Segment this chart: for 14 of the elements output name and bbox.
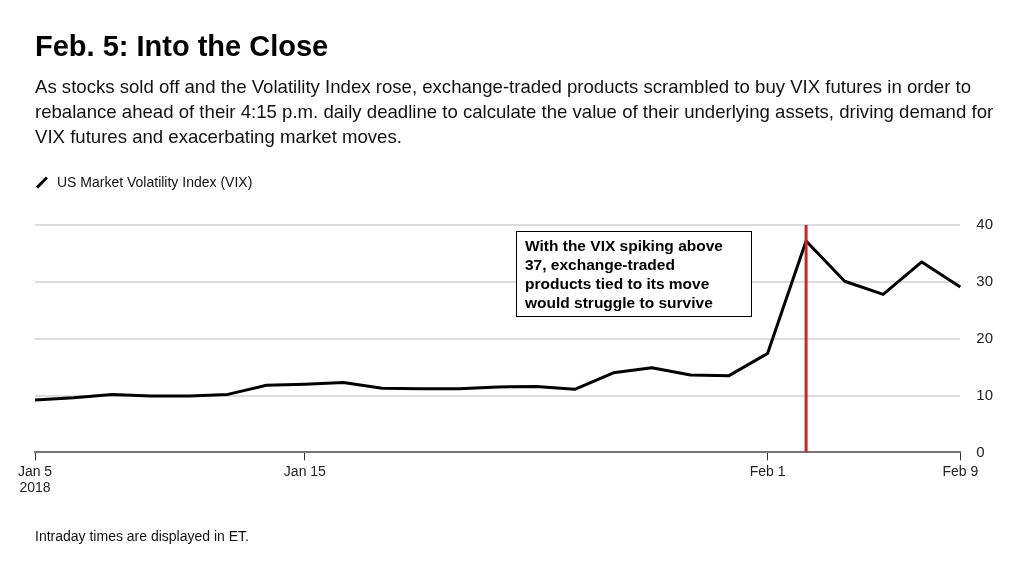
text: Intraday times are displayed in ET.: [35, 528, 249, 544]
x-tick-label: Feb 9: [942, 462, 979, 479]
y-tick-label: 40: [976, 215, 993, 233]
y-tick-label: 10: [976, 385, 993, 403]
legend-label: US Market Volatility Index (VIX): [57, 174, 253, 190]
chart-title: Feb. 5: Into the Close: [35, 30, 329, 63]
y-tick-label: 30: [976, 271, 993, 289]
x-tick-label: Jan 15: [283, 462, 327, 479]
chart-subtitle: As stocks sold off and the Volatility Index rose, exchange-traded products scrambled to buy VIX futures in order to rebalance ahead of their 4:15 p.m. daily deadline to calculate the value of their underlying assets, driving demand for VIX futures and exacerbating market moves.: [35, 75, 995, 149]
y-tick-label: 0: [976, 442, 985, 460]
x-tick-label: Jan 5 2018: [17, 462, 53, 496]
x-tick-label: Feb 1: [749, 462, 786, 479]
annotation: With the VIX spiking above 37, exchange-traded products tied to its move would struggle to survive: [516, 231, 752, 317]
y-tick-label: 20: [976, 328, 993, 346]
